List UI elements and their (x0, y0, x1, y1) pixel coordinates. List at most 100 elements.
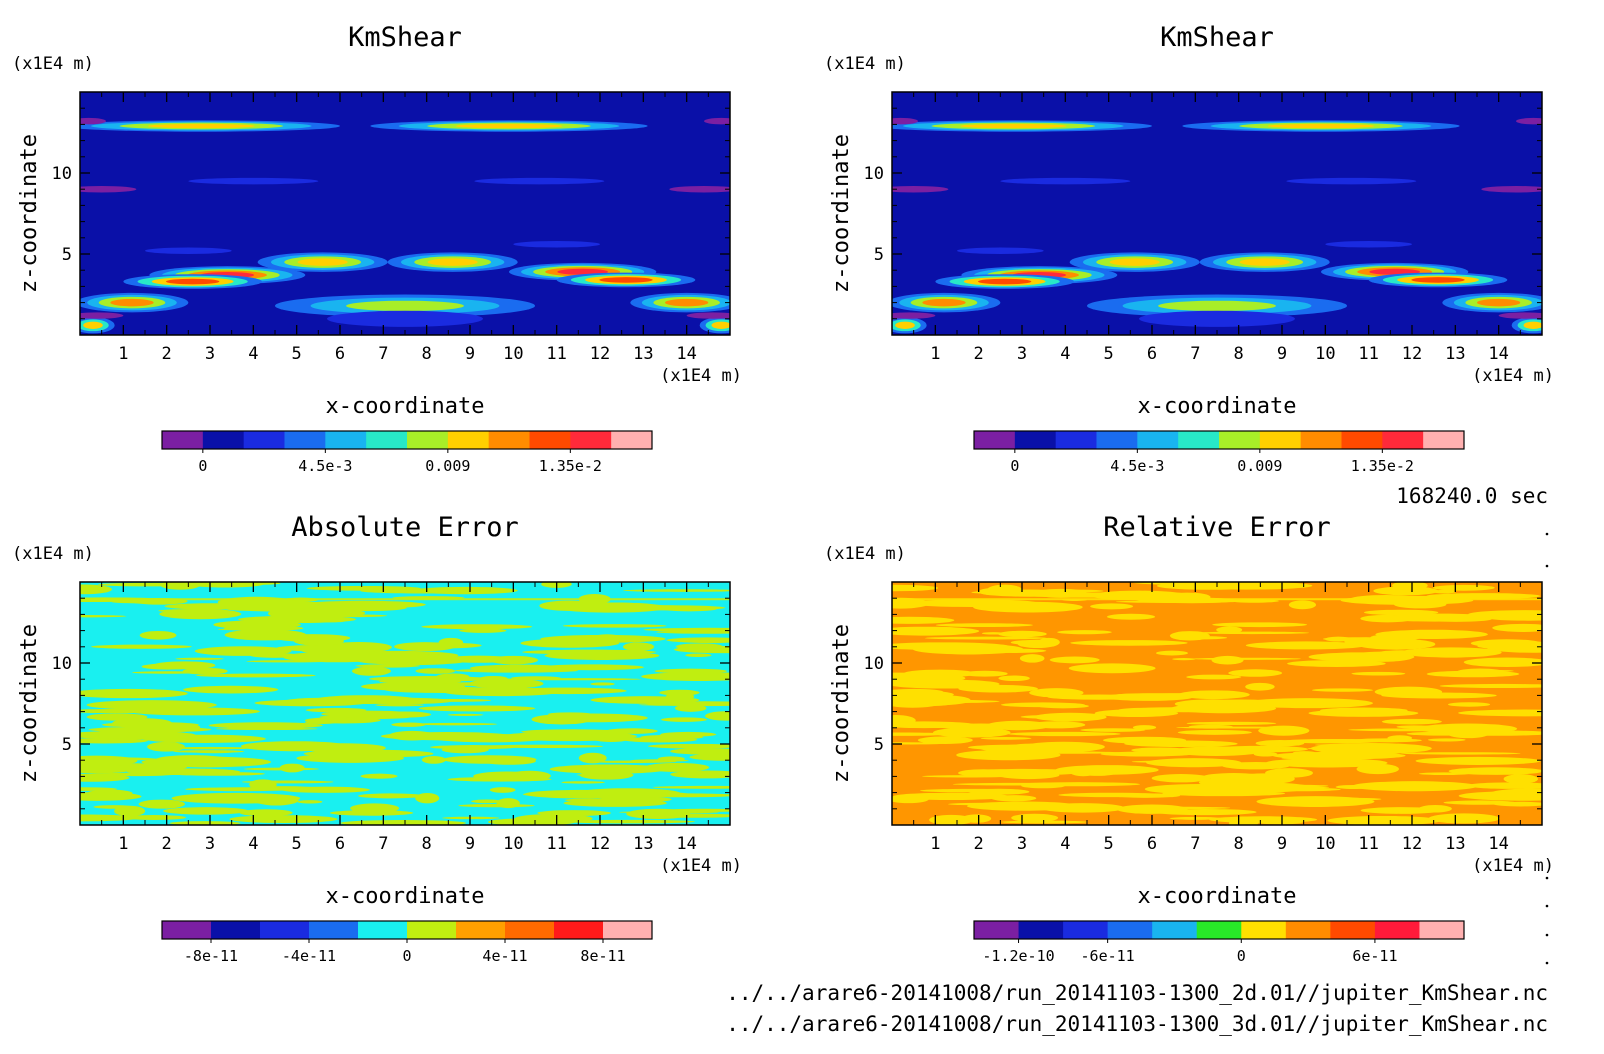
contour-region (675, 643, 724, 650)
colorbar-swatch (603, 921, 653, 939)
contour-region (421, 624, 533, 630)
contour-region (442, 816, 500, 820)
contour-region (892, 597, 930, 609)
contour-region (469, 678, 544, 689)
y-axis-label: z-coordinate (17, 134, 42, 293)
contour-region (1103, 736, 1187, 744)
contour-region (319, 618, 347, 623)
colorbar-label: -1.2e-10 (982, 947, 1054, 965)
x-tick-label: 3 (205, 344, 215, 364)
contour-region (447, 776, 552, 782)
chart-title: KmShear (348, 22, 462, 53)
x-tick-label: 7 (1190, 344, 1200, 364)
colorbar-swatch (1014, 431, 1057, 449)
x-tick-label: 6 (335, 834, 345, 854)
contour-region (327, 310, 483, 327)
contour-region (578, 752, 607, 764)
contour-region (482, 757, 536, 765)
contour-region (1448, 767, 1542, 775)
x-tick-label: 1 (118, 834, 128, 854)
contour-region (1351, 781, 1477, 792)
contour-region (1017, 782, 1141, 787)
contour-region (1116, 804, 1188, 814)
colorbar-label: 0.009 (1237, 457, 1282, 475)
contour-region (1037, 703, 1089, 709)
contour-region (1100, 751, 1193, 757)
contour-region (1242, 698, 1374, 709)
contour-region (80, 584, 112, 595)
x-tick-label: 9 (1277, 834, 1287, 854)
x-tick-label: 11 (546, 344, 566, 364)
contour-region (1186, 721, 1277, 725)
contour-region (669, 185, 730, 193)
contour-region (1172, 658, 1196, 661)
contour-region (80, 755, 138, 767)
contour-region (549, 764, 669, 774)
contour-region (1333, 797, 1382, 801)
contour-region (246, 660, 331, 663)
contour-region (1265, 758, 1388, 768)
plot-area (80, 582, 730, 825)
x-tick-label: 7 (1190, 834, 1200, 854)
colorbar-swatch (1178, 431, 1220, 449)
contour-region (961, 814, 992, 823)
contour-region (1023, 592, 1152, 598)
contour-region (183, 685, 279, 694)
colorbar-swatch (243, 431, 285, 449)
colorbar-swatch (447, 431, 490, 449)
colorbar-label: 1.35e-2 (539, 457, 602, 475)
contour-region (1321, 739, 1383, 742)
contour-region (686, 312, 730, 319)
x-tick-label: 7 (378, 834, 388, 854)
contour-region (1503, 774, 1539, 784)
colorbar-swatch (1096, 431, 1138, 449)
contour-region (83, 321, 103, 329)
contour-region (1047, 694, 1151, 700)
page-dots (1545, 532, 1549, 965)
x-tick-label: 3 (1017, 834, 1027, 854)
contour-region (1381, 718, 1442, 725)
contour-region (977, 278, 1032, 285)
contour-region (138, 799, 185, 809)
contour-region (622, 736, 698, 743)
contour-region (895, 321, 915, 329)
x-tick-label: 13 (1445, 344, 1465, 364)
colorbar-swatch (1219, 431, 1261, 449)
contour-region (1311, 688, 1374, 692)
contour-region (1287, 660, 1386, 667)
y-tick-label: 10 (864, 164, 884, 184)
colorbar-swatch (1300, 431, 1342, 449)
contour-region (80, 794, 140, 800)
contour-region (531, 714, 592, 725)
contour-region (1523, 321, 1542, 329)
contour-region (80, 814, 140, 822)
contour-region (1146, 758, 1242, 768)
colorbar: 0 4.5e-3 0.009 1.35e-2 (973, 430, 1465, 475)
contour-region (1212, 622, 1308, 628)
contour-region (1373, 586, 1439, 596)
contour-region (168, 746, 252, 750)
x-tick-label: 3 (205, 834, 215, 854)
contour-region (496, 798, 520, 809)
contour-region (368, 676, 489, 682)
contour-region (892, 117, 918, 125)
chart-panel-1: KmShear(x1E4 m)1 2 3 4 5 6 7 8 9 10 11 12 13 14510(x1… (12, 22, 742, 475)
contour-region (1314, 743, 1401, 747)
contour-region (1000, 177, 1131, 185)
contour-region (657, 756, 685, 762)
chart-title: Absolute Error (291, 512, 519, 543)
contour-region (1109, 258, 1160, 266)
contour-region (1286, 177, 1417, 185)
contour-region (1426, 670, 1520, 678)
colorbar-swatch (1018, 921, 1064, 939)
colorbar-label: 4e-11 (482, 947, 527, 965)
colorbar-frame (973, 920, 1465, 940)
contour-region (589, 731, 634, 743)
contour-region (892, 721, 975, 729)
contour-region (412, 722, 498, 726)
colorbar-label: 6e-11 (1352, 947, 1397, 965)
contour-region (1255, 739, 1305, 747)
contour-region (924, 636, 1048, 640)
contour-region (1169, 631, 1210, 641)
